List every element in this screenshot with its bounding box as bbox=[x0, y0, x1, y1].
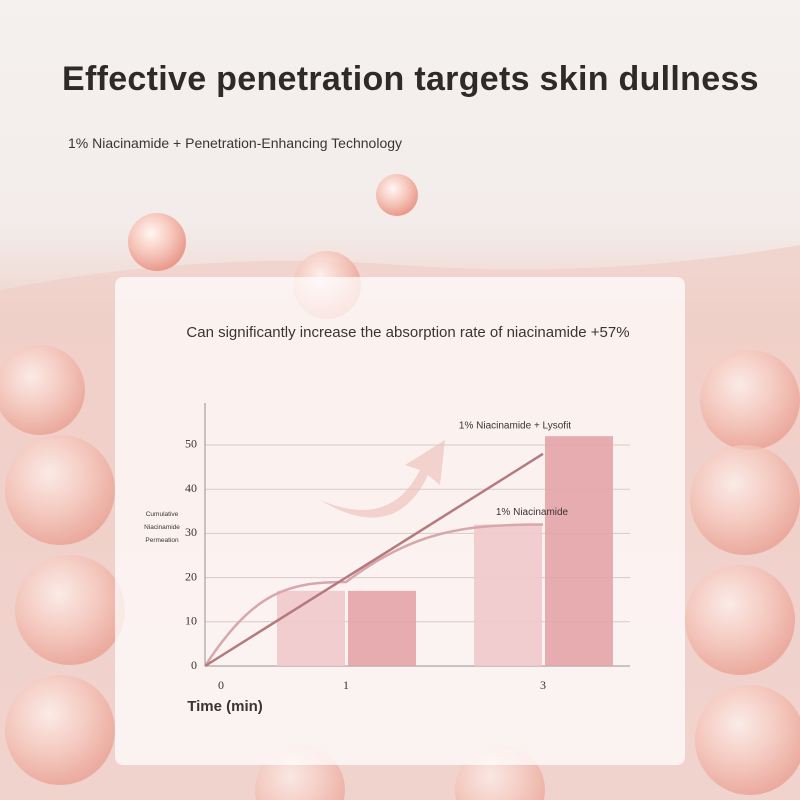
line bbox=[203, 523, 544, 667]
bar bbox=[277, 590, 345, 666]
line-label: 1% Niacinamide bbox=[496, 507, 569, 518]
line-label: 1% Niacinamide + Lysofit bbox=[459, 421, 571, 432]
chart-title: Can significantly increase the absorptio… bbox=[186, 324, 629, 341]
x-tick-label: 3 bbox=[540, 678, 546, 692]
y-tick-label: 50 bbox=[185, 437, 197, 451]
y-axis-label: Cumulative Niacinamide Permeation bbox=[144, 511, 180, 544]
line bbox=[204, 452, 544, 668]
bar bbox=[348, 590, 416, 666]
arrow-decoration bbox=[320, 440, 445, 518]
chart-panel bbox=[115, 277, 685, 765]
headline: Effective penetration targets skin dulln… bbox=[62, 60, 759, 98]
bar bbox=[545, 436, 613, 666]
y-tick-label: 20 bbox=[185, 569, 197, 583]
bar bbox=[474, 524, 542, 666]
y-tick-label: 40 bbox=[185, 481, 197, 495]
subheadline: 1% Niacinamide + Penetration-Enhancing T… bbox=[68, 135, 403, 151]
x-axis-label: Time (min) bbox=[187, 698, 263, 715]
x-tick-label: 1 bbox=[343, 678, 349, 692]
x-tick-label: 0 bbox=[218, 678, 224, 692]
y-tick-label: 30 bbox=[185, 525, 197, 539]
y-tick-label: 0 bbox=[191, 658, 197, 672]
y-tick-label: 10 bbox=[185, 614, 197, 628]
